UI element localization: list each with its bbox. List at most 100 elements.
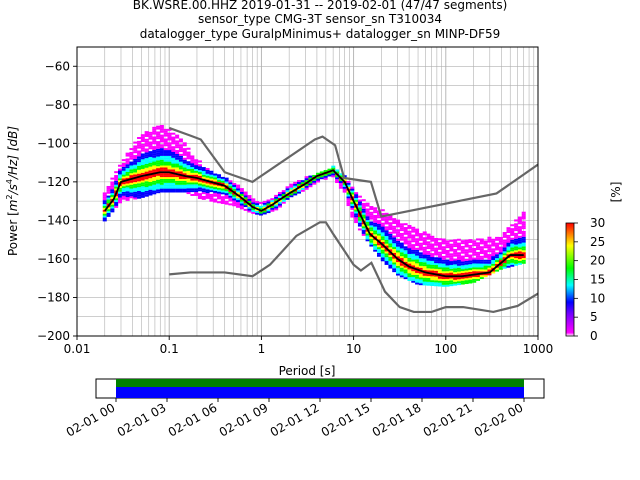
psd-cell: [399, 225, 404, 228]
psd-cell: [396, 221, 401, 224]
psd-cell: [468, 281, 473, 284]
psd-cell: [190, 168, 195, 171]
psd-cell: [354, 217, 359, 220]
psd-cell: [365, 231, 370, 234]
psd-cell: [468, 244, 473, 247]
psd-cell: [445, 249, 450, 252]
psd-cell: [495, 236, 500, 239]
x-tick-label: 10: [346, 342, 361, 356]
psd-cell: [144, 150, 149, 153]
psd-cell: [171, 140, 176, 143]
psd-cell: [205, 191, 210, 194]
psd-cell: [491, 242, 496, 245]
psd-cell: [205, 175, 210, 178]
psd-cell: [197, 164, 202, 167]
psd-cell: [411, 263, 416, 266]
psd-cell: [159, 124, 164, 127]
psd-cell: [144, 163, 149, 166]
psd-cell: [426, 275, 431, 278]
psd-cell: [274, 198, 279, 201]
psd-cell: [350, 213, 355, 216]
psd-cell: [171, 161, 176, 164]
psd-cell: [156, 148, 161, 151]
psd-cell: [506, 240, 511, 243]
psd-cell: [167, 151, 172, 154]
psd-cell: [201, 192, 206, 195]
psd-cell: [426, 260, 431, 263]
psd-cell: [365, 210, 370, 213]
low-noise-model-line: [169, 221, 538, 314]
psd-cell: [186, 170, 191, 173]
psd-cell: [167, 132, 172, 135]
psd-cell: [434, 274, 439, 277]
psd-cell: [373, 245, 378, 248]
psd-cell: [220, 192, 225, 195]
psd-cell: [148, 162, 153, 165]
psd-cell: [209, 184, 214, 187]
psd-cell: [517, 251, 522, 254]
psd-cell: [125, 189, 130, 192]
psd-cell: [430, 256, 435, 259]
psd-cell: [106, 211, 111, 214]
psd-cell: [117, 178, 122, 181]
psd-cell: [411, 269, 416, 272]
psd-cell: [205, 171, 210, 174]
psd-cell: [514, 236, 519, 239]
psd-cell: [197, 195, 202, 198]
psd-cell: [102, 215, 107, 218]
psd-cell: [411, 276, 416, 279]
psd-cell: [365, 221, 370, 224]
psd-cell: [114, 188, 119, 191]
psd-cell: [148, 154, 153, 157]
psd-cell: [182, 169, 187, 172]
y-tick-label: −160: [37, 252, 70, 266]
psd-cell: [300, 185, 305, 188]
psd-cell: [373, 211, 378, 214]
psd-cell: [517, 231, 522, 234]
psd-cell: [506, 261, 511, 264]
psd-cell: [468, 269, 473, 272]
psd-cell: [148, 156, 153, 159]
psd-cell: [152, 190, 157, 193]
psd-cell: [137, 160, 142, 163]
psd-cell: [392, 243, 397, 246]
psd-cell: [171, 190, 176, 193]
psd-cell: [137, 142, 142, 145]
psd-cell: [521, 242, 526, 245]
psd-cell: [236, 192, 241, 195]
psd-cell: [388, 245, 393, 248]
psd-cell: [422, 250, 427, 253]
psd-cell: [232, 204, 237, 207]
psd-cell: [205, 167, 210, 170]
psd-cell: [167, 146, 172, 149]
psd-cell: [483, 273, 488, 276]
psd-cell: [396, 260, 401, 263]
psd-cell: [460, 267, 465, 270]
psd-cell: [388, 241, 393, 244]
psd-cell: [506, 254, 511, 257]
psd-cell: [175, 165, 180, 168]
psd-cell: [521, 227, 526, 230]
psd-cell: [338, 184, 343, 187]
psd-cell: [102, 202, 107, 205]
psd-cell: [152, 149, 157, 152]
psd-cell: [232, 183, 237, 186]
psd-cell: [388, 258, 393, 261]
psd-cell: [171, 175, 176, 178]
psd-cell: [380, 213, 385, 216]
psd-cell: [117, 189, 122, 192]
psd-cell: [117, 199, 122, 202]
psd-cell: [213, 173, 218, 176]
psd-cell: [285, 186, 290, 189]
psd-cell: [388, 227, 393, 230]
psd-cell: [468, 275, 473, 278]
psd-cell: [243, 193, 248, 196]
psd-cell: [491, 238, 496, 241]
psd-cell: [171, 142, 176, 145]
psd-cell: [453, 272, 458, 275]
psd-cell: [415, 249, 420, 252]
psd-cell: [186, 157, 191, 160]
psd-cell: [437, 244, 442, 247]
psd-cell: [449, 255, 454, 258]
psd-cell: [468, 279, 473, 282]
